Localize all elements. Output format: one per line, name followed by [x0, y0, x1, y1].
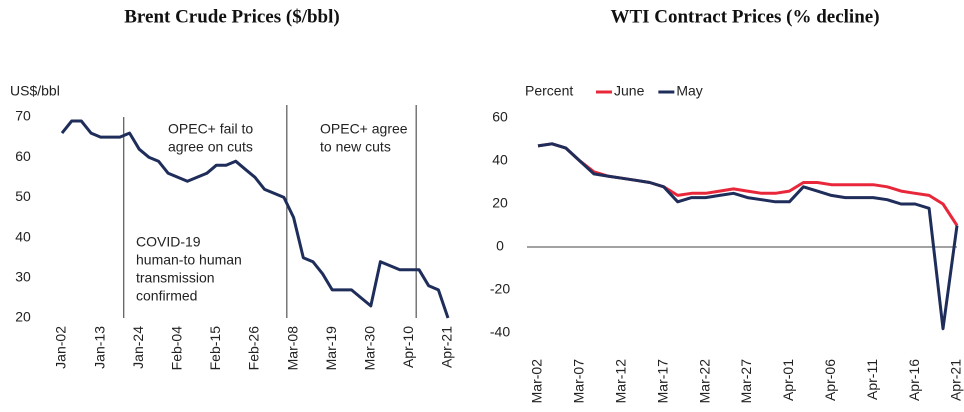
y-tick-label: 40 — [15, 228, 31, 244]
x-tick-label: Mar-22 — [696, 359, 712, 404]
x-tick-label: Mar-19 — [323, 326, 339, 371]
x-tick-label: Feb-04 — [169, 326, 185, 371]
y-tick-label: 20 — [492, 195, 508, 211]
x-tick-label: Jan-24 — [130, 326, 146, 369]
x-tick-label: Apr-21 — [948, 359, 964, 401]
series-line — [537, 142, 959, 227]
series-line — [60, 119, 450, 319]
annotation: to new cuts — [320, 139, 391, 155]
annotation: COVID-19 — [136, 234, 201, 250]
annotation: OPEC+ fail to — [168, 121, 253, 137]
chart-title: WTI Contract Prices (% decline) — [610, 6, 879, 27]
annotation: agree on cuts — [168, 139, 253, 155]
annotation: human-to human — [136, 252, 242, 268]
x-tick-label: Jan-02 — [53, 326, 69, 369]
x-tick-label: Mar-08 — [284, 326, 300, 371]
x-tick-label: Mar-12 — [613, 359, 629, 404]
y-tick-label: 0 — [496, 238, 504, 254]
y-tick-label: 50 — [15, 188, 31, 204]
x-tick-label: Mar-27 — [738, 359, 754, 404]
x-tick-label: Apr-10 — [400, 326, 416, 368]
y-tick-label: 20 — [15, 309, 31, 325]
annotation: transmission — [136, 270, 215, 286]
x-tick-label: Mar-07 — [571, 359, 587, 404]
x-tick-label: Mar-30 — [362, 326, 378, 371]
annotation: OPEC+ agree — [320, 121, 408, 137]
x-tick-label: Apr-01 — [780, 359, 796, 401]
x-tick-label: Apr-06 — [822, 359, 838, 401]
legend-label: May — [676, 83, 702, 99]
x-tick-label: Jan-13 — [91, 326, 107, 369]
x-tick-label: Feb-26 — [246, 326, 262, 371]
y-tick-label: -40 — [490, 324, 510, 340]
y-tick-label: -20 — [490, 281, 510, 297]
x-tick-label: Mar-17 — [654, 359, 670, 404]
y-axis-label: Percent — [525, 83, 573, 99]
x-tick-label: Mar-02 — [529, 359, 545, 404]
chart-title: Brent Crude Prices ($/bbl) — [124, 6, 340, 27]
legend-label: June — [614, 83, 645, 99]
x-tick-label: Apr-16 — [906, 359, 922, 401]
y-tick-label: 60 — [492, 109, 508, 125]
x-tick-label: Apr-11 — [864, 359, 880, 400]
y-axis-label: US$/bbl — [10, 83, 60, 99]
x-tick-label: Feb-15 — [207, 326, 223, 371]
y-tick-label: 70 — [15, 108, 31, 124]
x-tick-label: Apr-21 — [439, 326, 455, 368]
series-line — [537, 142, 959, 331]
annotation: confirmed — [136, 288, 197, 304]
y-tick-label: 30 — [15, 269, 31, 285]
y-tick-label: 40 — [492, 152, 508, 168]
y-tick-label: 60 — [15, 148, 31, 164]
